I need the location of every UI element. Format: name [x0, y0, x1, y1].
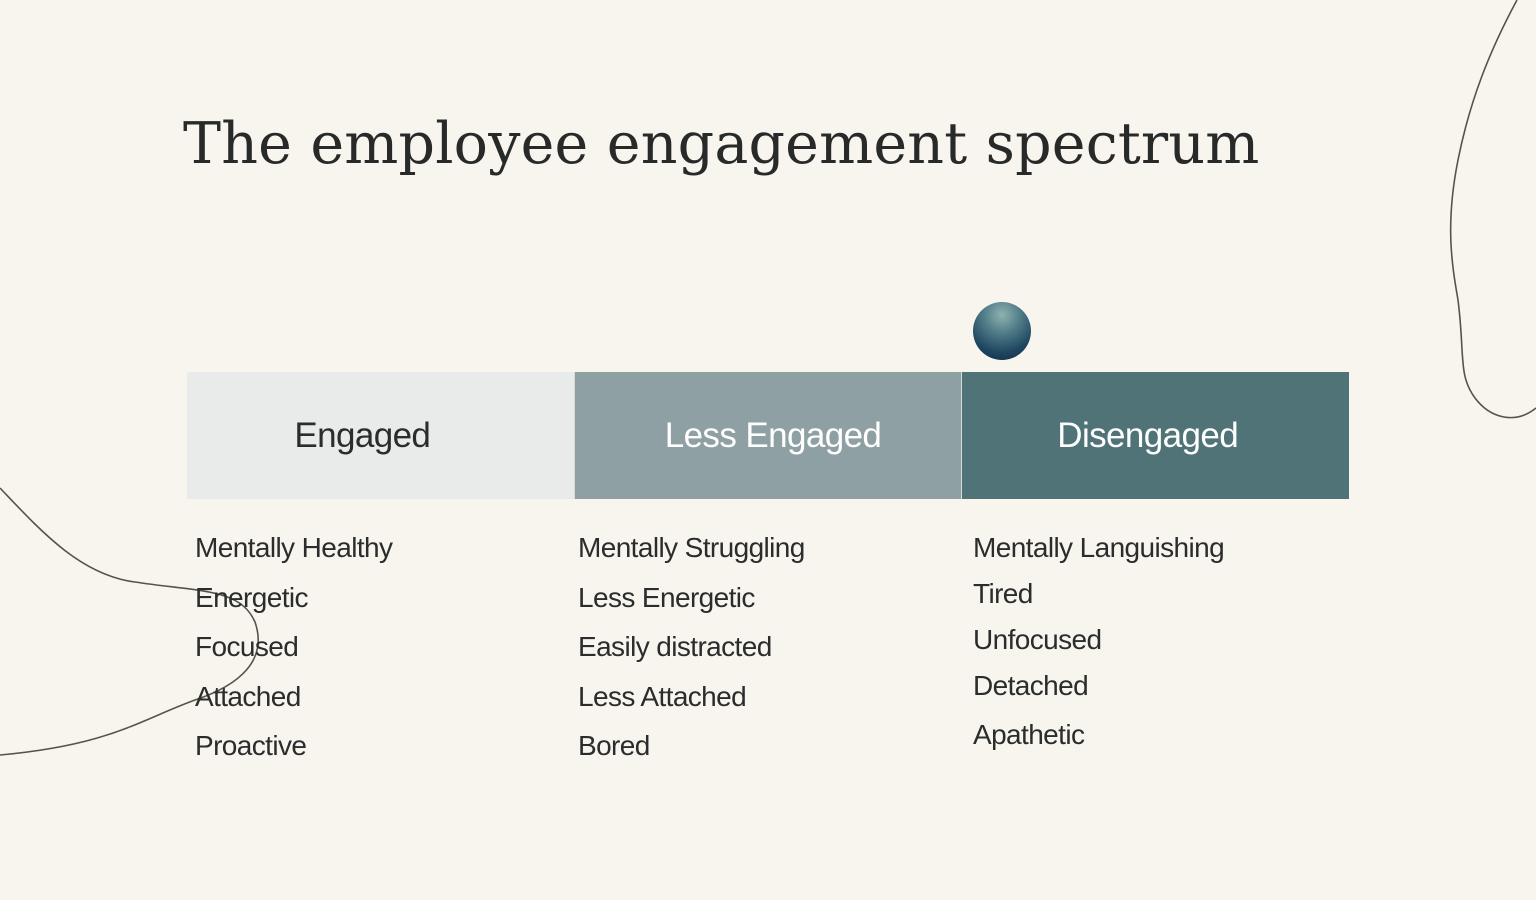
- engaged-traits-list: Mentally Healthy Energetic Focused Attac…: [195, 528, 393, 776]
- list-item: Proactive: [195, 730, 307, 762]
- list-item: Energetic: [195, 581, 308, 613]
- engagement-spectrum-bar: Engaged Less Engaged Disengaged: [187, 372, 1350, 499]
- list-item: Tired: [973, 578, 1033, 609]
- list-item: Apathetic: [973, 719, 1085, 750]
- list-item: Mentally Languishing: [973, 532, 1225, 563]
- list-item: Less Energetic: [578, 581, 755, 613]
- list-item: Attached: [195, 680, 301, 712]
- list-item: Mentally Healthy: [195, 532, 393, 563]
- list-item: Detached: [973, 670, 1089, 701]
- position-marker: [973, 302, 1031, 360]
- segment-engaged-label: Engaged: [294, 415, 431, 455]
- disengaged-traits-list: Mentally Languishing Tired Unfocused Det…: [973, 528, 1225, 761]
- list-item: Focused: [195, 631, 299, 663]
- list-item: Easily distracted: [578, 631, 772, 663]
- right-decorative-curve: [1449, 0, 1536, 419]
- segment-less-engaged: Less Engaged: [573, 372, 962, 499]
- less-engaged-traits-list: Mentally Struggling Less Energetic Easil…: [578, 528, 805, 776]
- list-item: Less Attached: [578, 680, 747, 712]
- segment-disengaged: Disengaged: [961, 372, 1350, 499]
- list-item: Bored: [578, 730, 650, 762]
- segment-disengaged-label: Disengaged: [1057, 415, 1239, 455]
- page-title: The employee engagement spectrum: [183, 111, 1260, 177]
- list-item: Unfocused: [973, 624, 1102, 655]
- list-item: Mentally Struggling: [578, 532, 805, 563]
- segment-engaged: Engaged: [187, 372, 574, 499]
- segment-less-engaged-label: Less Engaged: [664, 415, 882, 455]
